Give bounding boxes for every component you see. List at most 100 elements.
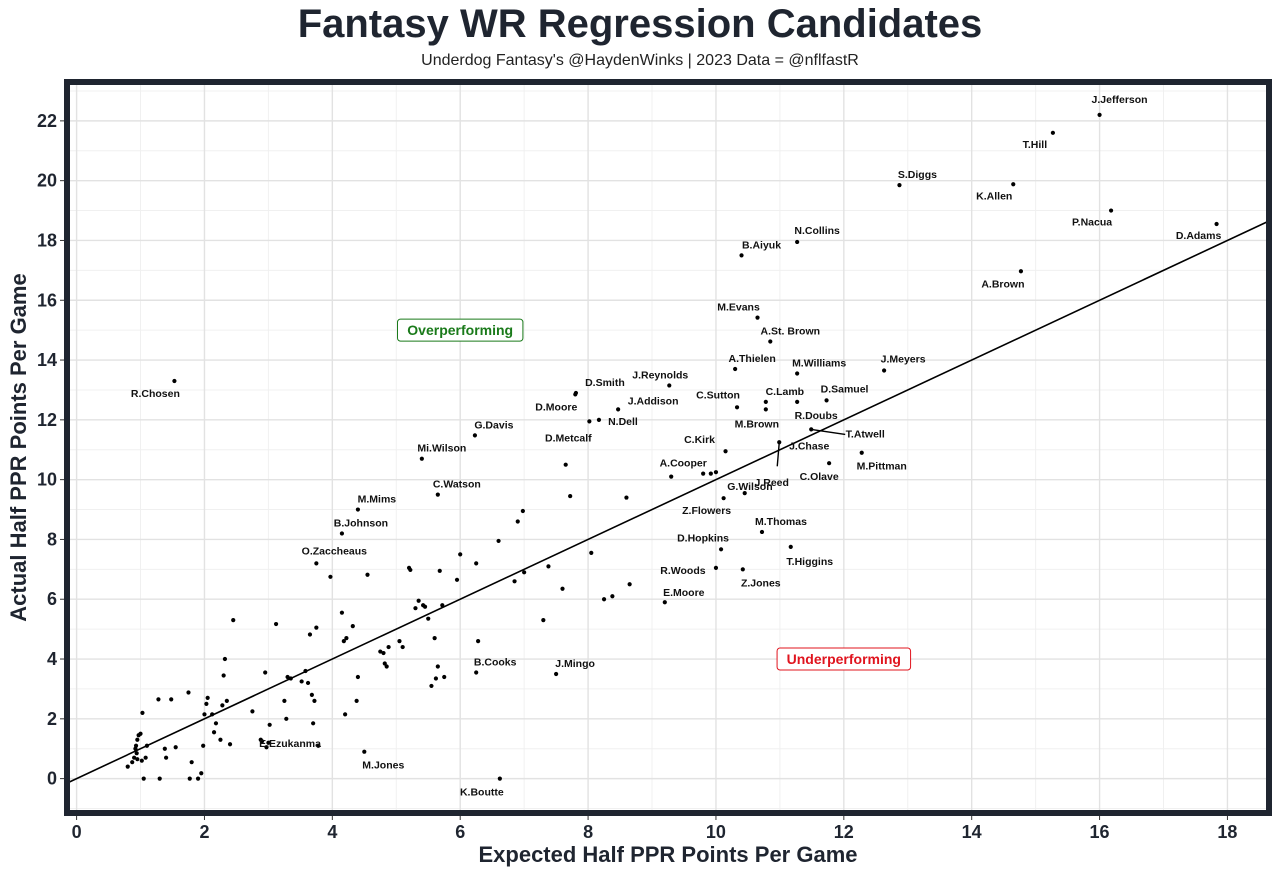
data-point [213,721,219,726]
data-point [596,417,602,422]
data-point [474,561,479,566]
data-point [440,603,445,608]
data-point [339,531,345,536]
point-label: K.Boutte [460,787,504,799]
data-point [282,698,287,703]
data-point [284,716,289,721]
data-point [1050,130,1055,135]
data-point [408,567,413,573]
data-point [458,552,463,557]
reference-line [66,220,1270,784]
point-label: T.Atwell [846,428,885,440]
point-label: G.Davis [474,419,513,431]
data-point [172,378,177,384]
data-point [343,712,348,717]
point-label: R.Doubs [795,410,838,422]
data-point [299,679,304,684]
point-label: J.Jefferson [1092,94,1148,106]
data-point [139,758,144,763]
data-point [307,632,313,637]
data-point [125,764,130,769]
data-point [573,392,578,397]
point-label: D.Metcalf [545,432,592,444]
data-point [497,776,502,781]
data-point [314,625,319,630]
point-label: E.Moore [663,587,705,599]
data-point [386,644,391,650]
data-point [311,721,316,726]
data-point [224,698,229,703]
point-label: M.Williams [792,358,846,370]
data-point [344,635,349,641]
data-point [669,474,674,479]
point-label: D.Hopkins [677,532,729,544]
data-point [169,697,174,702]
y-tick-label: 10 [37,470,57,490]
data-point [162,746,167,751]
point-label: M.Evans [717,302,760,314]
data-point [740,567,745,572]
data-point [759,529,765,535]
data-point [156,697,161,702]
data-points [125,112,1219,781]
data-point [378,649,383,654]
data-point [795,239,800,245]
data-point [354,698,359,703]
data-point [624,495,629,500]
data-point [305,680,311,686]
data-point [546,564,551,569]
data-point [474,670,479,675]
y-tick-label: 16 [37,290,57,310]
data-point [384,664,389,669]
data-point [777,440,782,445]
data-point [138,731,143,736]
point-label: P.Nacua [1072,217,1112,229]
point-label: N.Collins [794,225,840,237]
data-point [221,673,226,678]
data-point [568,493,573,499]
chart-subtitle: Underdog Fantasy's @HaydenWinks | 2023 D… [421,52,859,69]
data-point [713,470,719,475]
data-point [541,618,546,623]
data-point [173,745,178,750]
data-point [788,544,793,550]
data-point [476,638,481,644]
data-point [701,471,706,476]
data-point [627,582,632,587]
grid [67,82,1269,813]
data-point [432,635,437,641]
data-point [267,722,272,727]
axes: 0 2 4 6 8 10 12 14 16 18 0 2 4 6 8 10 12 14 16 18 20 22 Expect… [6,111,1237,867]
point-label: A.Brown [981,278,1024,290]
data-point [144,743,150,748]
data-point [739,253,744,258]
data-point [1097,112,1102,117]
point-labels: J.Jefferson T.Hill S.Diggs K.Allen P.Nacua D.… [131,94,1222,799]
point-label: Z.Flowers [682,505,731,517]
data-point [1214,221,1219,227]
point-label: B.Johnson [334,517,388,529]
data-point [897,183,902,188]
data-point [381,650,386,656]
data-point [350,624,355,629]
y-tick-label: 6 [47,589,57,609]
data-point [132,755,137,760]
x-axis-title: Expected Half PPR Points Per Game [478,842,857,867]
data-point [422,604,428,609]
data-point [472,433,478,438]
data-point [397,638,402,644]
data-point [339,610,345,615]
data-point [210,712,215,717]
data-point [601,597,607,602]
y-equals-x-line [66,220,1270,784]
point-label: G.Wilson [727,481,772,493]
point-label: B.Cooks [474,656,517,668]
y-tick-label: 0 [47,769,57,789]
data-point [303,668,308,674]
y-tick-label: 20 [37,171,57,191]
data-point [140,710,145,715]
data-point [285,674,290,680]
data-point [201,743,206,748]
data-point [187,776,192,781]
x-tick-label: 0 [72,822,82,842]
